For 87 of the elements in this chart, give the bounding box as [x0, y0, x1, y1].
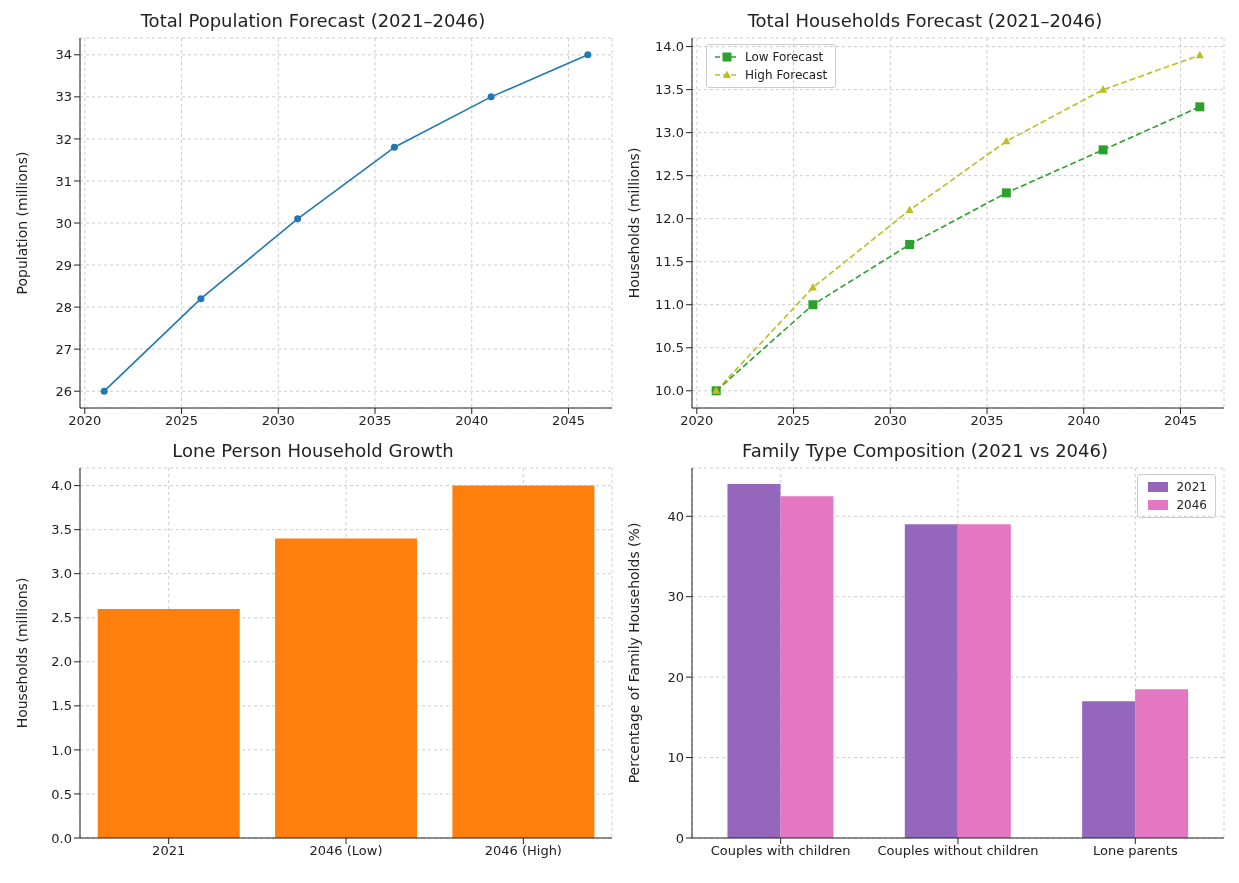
- y-axis-title: Households (millions): [13, 577, 30, 729]
- x-tick-label: 2046 (Low): [309, 843, 383, 859]
- x-tick-label: 2046 (High): [484, 843, 562, 859]
- y-tick-label: 2.5: [51, 610, 72, 626]
- y-axis-title: Percentage of Family Households (%): [625, 522, 642, 784]
- y-tick-label: 11.5: [655, 254, 684, 270]
- y-axis-title: Population (millions): [13, 151, 30, 295]
- x-tick-label: 2030: [873, 413, 907, 429]
- y-tick-label: 2.0: [51, 654, 72, 670]
- y-tick-label: 12.0: [655, 211, 684, 227]
- point: [584, 51, 592, 59]
- x-tick-label: 2040: [1067, 413, 1101, 429]
- point: [808, 300, 818, 310]
- x-tick-label: 2035: [970, 413, 1004, 429]
- legend-label: 2046: [1176, 497, 1207, 514]
- point: [487, 93, 495, 101]
- bar: [97, 608, 240, 838]
- bar: [904, 524, 958, 838]
- x-tick-label: Lone parents: [1092, 843, 1178, 859]
- x-tick-label: 2020: [680, 413, 714, 429]
- y-tick-label: 10.5: [655, 340, 684, 356]
- bar: [452, 485, 595, 838]
- y-tick-label: 30: [667, 589, 684, 605]
- point: [100, 387, 108, 395]
- chart-title: Total Households Forecast (2021–2046): [746, 9, 1104, 33]
- bar: [1135, 689, 1189, 838]
- y-tick-label: 12.5: [655, 168, 684, 184]
- y-tick-label: 1.0: [51, 742, 72, 758]
- y-tick-label: 10: [667, 750, 684, 766]
- chart-title: Family Type Composition (2021 vs 2046): [741, 439, 1109, 463]
- y-tick-label: 31: [55, 173, 72, 189]
- x-tick-label: 2040: [455, 413, 489, 429]
- y-tick-label: 27: [55, 341, 72, 357]
- y-tick-label: 40: [667, 508, 684, 524]
- x-tick-label: 2045: [1163, 413, 1198, 429]
- y-tick-label: 11.0: [655, 297, 684, 313]
- y-tick-label: 30: [55, 215, 72, 231]
- point: [390, 143, 398, 151]
- y-tick-label: 3.5: [51, 522, 72, 538]
- x-tick-label: 2045: [551, 413, 586, 429]
- y-tick-label: 28: [55, 299, 72, 315]
- y-tick-label: 1.5: [51, 698, 72, 714]
- y-tick-label: 14.0: [655, 39, 684, 55]
- bar: [957, 524, 1011, 838]
- x-tick-label: 2020: [68, 413, 102, 429]
- point: [1098, 145, 1108, 155]
- point: [905, 205, 914, 214]
- bar: [275, 538, 418, 838]
- point: [1195, 102, 1205, 112]
- point: [905, 240, 915, 250]
- y-tick-label: 0.0: [51, 830, 72, 846]
- y-tick-label: 4.0: [51, 478, 72, 494]
- x-tick-label: 2025: [165, 413, 199, 429]
- x-tick-label: 2035: [358, 413, 392, 429]
- y-tick-label: 20: [667, 669, 684, 685]
- bar: [780, 496, 834, 838]
- y-tick-label: 3.0: [51, 566, 72, 582]
- point: [294, 215, 302, 223]
- x-tick-label: 2021: [152, 843, 186, 859]
- y-tick-label: 0.5: [51, 786, 72, 802]
- point: [1195, 50, 1204, 59]
- y-tick-label: 10.0: [655, 383, 684, 399]
- y-tick-label: 29: [55, 257, 72, 273]
- y-tick-label: 33: [55, 89, 72, 105]
- chart-title: Total Population Forecast (2021–2046): [139, 9, 487, 33]
- y-tick-label: 34: [55, 47, 72, 63]
- x-tick-label: Couples with children: [710, 843, 851, 859]
- point: [808, 283, 817, 291]
- legend-label: Low Forecast: [745, 49, 824, 66]
- bar: [1082, 701, 1136, 838]
- y-tick-label: 0: [675, 830, 684, 846]
- y-axis-title: Households (millions): [625, 147, 642, 299]
- legend-label: 2021: [1176, 479, 1207, 496]
- legend-label: High Forecast: [745, 67, 828, 84]
- y-tick-label: 13.0: [655, 125, 684, 141]
- chart-title: Lone Person Household Growth: [171, 439, 455, 463]
- point: [1099, 85, 1108, 93]
- y-tick-label: 32: [55, 131, 72, 147]
- point: [197, 295, 205, 303]
- y-tick-label: 26: [55, 383, 72, 399]
- x-tick-label: 2025: [777, 413, 811, 429]
- point: [1002, 136, 1011, 145]
- y-tick-label: 13.5: [655, 82, 684, 98]
- x-tick-label: Couples without children: [877, 843, 1039, 859]
- bar: [727, 484, 781, 838]
- x-tick-label: 2030: [261, 413, 295, 429]
- point: [1001, 188, 1011, 198]
